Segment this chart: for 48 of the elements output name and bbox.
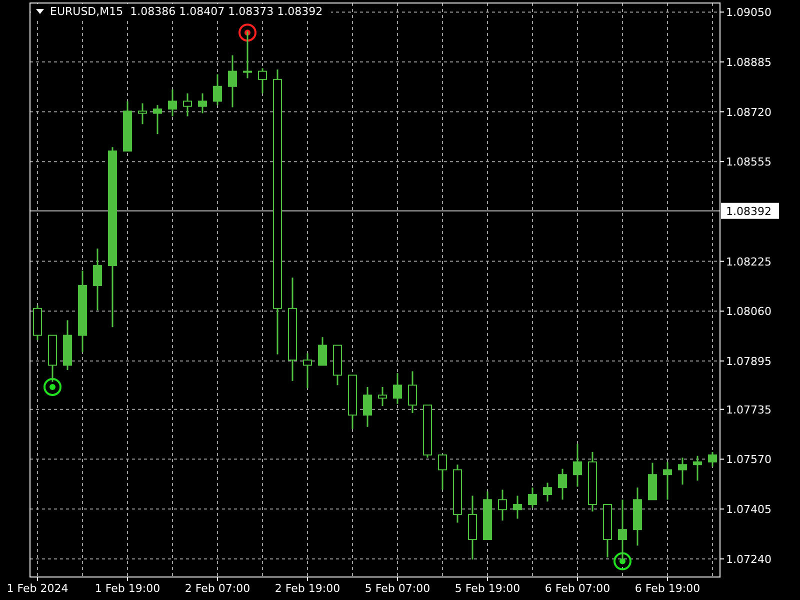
candlestick (558, 468, 567, 500)
chart-title: EURUSD,M15 1.08386 1.08407 1.08373 1.08392 (50, 5, 323, 18)
x-tick-label: 6 Feb 19:00 (634, 582, 700, 595)
candlestick (618, 498, 627, 563)
candlestick (168, 88, 177, 118)
candlestick (378, 386, 387, 407)
x-tick-label: 5 Feb 07:00 (364, 582, 430, 595)
y-tick-label: 1.09050 (726, 6, 772, 20)
candlestick (408, 370, 417, 414)
x-tick-label: 6 Feb 07:00 (544, 582, 610, 595)
candlestick (198, 92, 207, 114)
candlestick (663, 461, 672, 500)
y-tick-label: 1.08720 (726, 106, 772, 119)
y-tick-label: 1.07240 (726, 552, 772, 566)
x-tick-label: 1 Feb 2024 (6, 582, 68, 595)
ref-line-label: 1.08392 (726, 204, 772, 218)
x-tick-label: 2 Feb 07:00 (184, 582, 250, 595)
y-tick-label: 1.07735 (726, 403, 772, 416)
y-tick-label: 1.08885 (726, 56, 772, 69)
candlestick (528, 486, 537, 508)
candlestick (513, 494, 522, 520)
candlestick (393, 372, 402, 405)
candlestick (183, 92, 192, 118)
candlestick (258, 68, 267, 94)
candlestick (543, 482, 552, 502)
candlestick (438, 454, 447, 490)
candlestick (498, 488, 507, 522)
x-tick-label: 2 Feb 19:00 (274, 582, 340, 595)
candlestick (138, 102, 147, 125)
candlestick (318, 336, 327, 366)
y-tick-label: 1.07895 (726, 354, 772, 368)
y-tick-label: 1.07405 (726, 503, 772, 516)
candlestick (363, 386, 372, 428)
candlestick (303, 352, 312, 389)
x-tick-label: 1 Feb 19:00 (94, 582, 160, 595)
x-tick-label: 5 Feb 19:00 (454, 582, 520, 595)
y-tick-label: 1.08225 (726, 255, 772, 268)
candlestick (678, 456, 687, 486)
y-tick-label: 1.08555 (726, 156, 772, 169)
candlestick (228, 54, 237, 108)
y-tick-label: 1.07570 (726, 453, 772, 466)
candlestick (693, 455, 702, 482)
candlestick (93, 248, 102, 311)
y-tick-label: 1.08060 (726, 305, 772, 318)
candlestick (213, 74, 222, 106)
candlestick (708, 451, 717, 468)
candlestick (153, 104, 162, 135)
candlestick (573, 443, 582, 488)
